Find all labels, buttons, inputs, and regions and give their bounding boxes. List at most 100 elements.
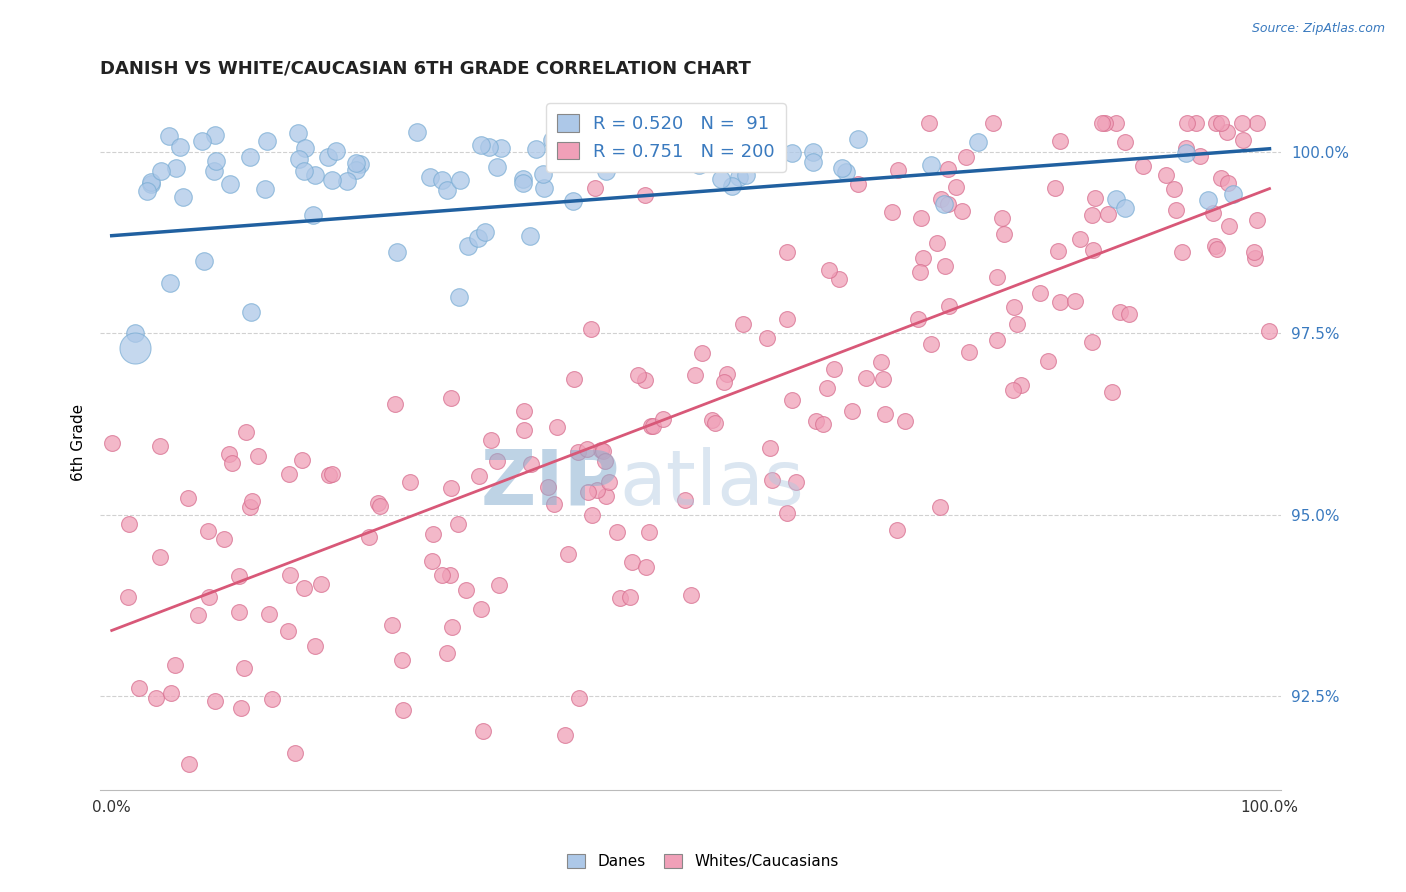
Point bbox=[1109, 305, 1132, 319]
Point bbox=[1257, 325, 1279, 339]
Point bbox=[886, 523, 908, 537]
Point bbox=[292, 164, 315, 178]
Point bbox=[780, 146, 803, 161]
Point bbox=[294, 141, 316, 155]
Point bbox=[936, 196, 959, 211]
Point bbox=[619, 590, 641, 604]
Point bbox=[406, 125, 429, 139]
Point bbox=[818, 263, 841, 277]
Point bbox=[193, 254, 215, 268]
Point bbox=[637, 524, 659, 539]
Point bbox=[932, 197, 955, 211]
Point bbox=[218, 447, 240, 461]
Point bbox=[887, 163, 910, 178]
Point bbox=[1036, 354, 1059, 368]
Point bbox=[1081, 243, 1104, 257]
Point bbox=[564, 372, 586, 386]
Point bbox=[1218, 219, 1240, 233]
Point bbox=[219, 178, 242, 192]
Point bbox=[681, 588, 703, 602]
Point bbox=[221, 456, 243, 470]
Point bbox=[945, 180, 967, 194]
Point bbox=[145, 690, 167, 705]
Point bbox=[454, 582, 477, 597]
Point bbox=[384, 397, 406, 411]
Point bbox=[254, 182, 277, 196]
Point bbox=[967, 135, 990, 149]
Point bbox=[643, 418, 665, 433]
Point bbox=[581, 508, 603, 523]
Point bbox=[1010, 377, 1032, 392]
Point bbox=[533, 180, 555, 194]
Point bbox=[1081, 208, 1104, 222]
Point bbox=[368, 499, 391, 513]
Point bbox=[936, 162, 959, 177]
Point bbox=[1118, 307, 1140, 321]
Point bbox=[531, 168, 554, 182]
Point bbox=[1246, 116, 1268, 130]
Point bbox=[1175, 141, 1198, 155]
Point bbox=[349, 156, 371, 170]
Point bbox=[908, 265, 931, 279]
Point bbox=[955, 150, 977, 164]
Point bbox=[392, 703, 415, 717]
Point bbox=[981, 116, 1004, 130]
Point bbox=[447, 290, 470, 304]
Point bbox=[894, 413, 917, 427]
Point bbox=[586, 483, 609, 498]
Point bbox=[991, 211, 1014, 225]
Point bbox=[576, 442, 599, 456]
Point bbox=[636, 560, 658, 574]
Point bbox=[1216, 176, 1239, 190]
Point bbox=[100, 436, 122, 450]
Point bbox=[446, 516, 468, 531]
Point bbox=[467, 468, 489, 483]
Point bbox=[247, 449, 270, 463]
Point bbox=[124, 341, 146, 355]
Point bbox=[419, 169, 441, 184]
Point bbox=[1175, 116, 1198, 130]
Point bbox=[430, 172, 453, 186]
Point bbox=[157, 128, 180, 143]
Point bbox=[204, 694, 226, 708]
Point bbox=[583, 180, 606, 194]
Point bbox=[1094, 116, 1116, 130]
Point bbox=[177, 491, 200, 505]
Point bbox=[191, 134, 214, 148]
Point bbox=[436, 646, 458, 660]
Point bbox=[700, 412, 723, 426]
Point bbox=[316, 150, 339, 164]
Point bbox=[256, 134, 278, 148]
Point bbox=[159, 686, 181, 700]
Point bbox=[1222, 186, 1244, 201]
Point bbox=[776, 311, 799, 326]
Point bbox=[855, 371, 877, 385]
Point bbox=[1246, 213, 1268, 227]
Point bbox=[187, 608, 209, 623]
Point bbox=[716, 127, 738, 141]
Point bbox=[1114, 201, 1136, 215]
Point bbox=[1005, 318, 1028, 332]
Point bbox=[1069, 232, 1091, 246]
Point bbox=[986, 270, 1008, 285]
Point bbox=[1002, 300, 1025, 314]
Point bbox=[335, 174, 357, 188]
Point bbox=[229, 701, 252, 715]
Point bbox=[1230, 116, 1253, 130]
Point bbox=[957, 345, 980, 359]
Point bbox=[117, 591, 139, 605]
Point bbox=[309, 577, 332, 591]
Point bbox=[870, 355, 893, 369]
Point bbox=[595, 489, 617, 503]
Point bbox=[449, 172, 471, 186]
Point bbox=[579, 322, 602, 336]
Point bbox=[204, 128, 226, 143]
Point bbox=[617, 150, 640, 164]
Point bbox=[1244, 252, 1267, 266]
Point bbox=[801, 154, 824, 169]
Point bbox=[811, 417, 834, 432]
Point bbox=[1189, 149, 1212, 163]
Point bbox=[543, 497, 565, 511]
Point bbox=[239, 150, 262, 164]
Point bbox=[620, 555, 643, 569]
